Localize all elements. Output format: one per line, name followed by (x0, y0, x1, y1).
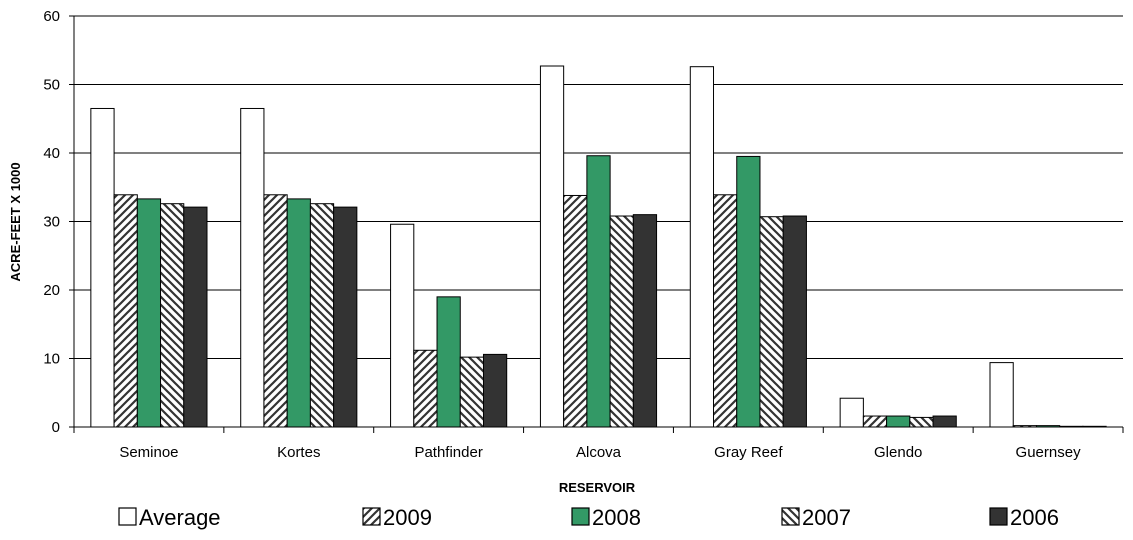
x-axis-title: RESERVOIR (559, 480, 636, 495)
x-tick-label: Gray Reef (714, 444, 783, 461)
bar-2008 (586, 155, 611, 428)
y-tick-label: 40 (43, 145, 60, 162)
axes (69, 15, 1124, 433)
legend-item: Average (118, 505, 221, 530)
bar-2007 (459, 356, 484, 428)
bar-average (839, 397, 864, 428)
bar-2009 (713, 194, 738, 428)
y-tick-label: 60 (43, 8, 60, 25)
legend-item: 2008 (571, 505, 641, 530)
bar-average (90, 107, 115, 428)
legend-label: 2006 (1010, 505, 1059, 530)
bar-2008 (136, 198, 162, 428)
legend-item: 2007 (781, 505, 851, 530)
bar-2007 (909, 416, 934, 428)
bar-2006 (782, 215, 807, 428)
x-tick-label: Guernsey (1016, 444, 1082, 461)
legend: Average 2009 2008 2007 2006 (118, 505, 1059, 530)
bar-2008 (886, 415, 911, 428)
y-tick-label: 0 (52, 419, 60, 436)
bar-2009 (413, 349, 438, 428)
bars (90, 65, 1107, 428)
x-tick-label: Pathfinder (414, 444, 482, 461)
bar-2006 (333, 206, 358, 428)
bar-2007 (759, 216, 784, 428)
bar-average (390, 223, 415, 428)
bar-2008 (736, 155, 761, 428)
x-tick-label: Seminoe (119, 444, 178, 461)
y-tick-label: 10 (43, 351, 60, 368)
bar-average (989, 362, 1014, 428)
legend-label: 2008 (592, 505, 641, 530)
legend-swatch (781, 507, 800, 526)
y-tick-label: 20 (43, 282, 60, 299)
x-tick-label: Kortes (277, 444, 320, 461)
bar-2009 (563, 194, 588, 428)
bar-average (539, 65, 565, 428)
bar-2009 (862, 415, 888, 428)
legend-swatch (362, 507, 381, 526)
x-tick-label: Glendo (874, 444, 922, 461)
bar-2006 (932, 415, 957, 428)
legend-swatch (571, 507, 590, 526)
legend-item: 2009 (362, 505, 432, 530)
y-tick-label: 50 (43, 77, 60, 94)
legend-item: 2006 (989, 505, 1059, 530)
legend-label: 2007 (802, 505, 851, 530)
bar-2006 (632, 214, 658, 428)
bar-average (689, 66, 715, 428)
bar-2009 (113, 194, 138, 428)
bar-2007 (309, 203, 335, 428)
legend-swatch (989, 507, 1008, 526)
bar-2007 (160, 203, 185, 428)
bar-2007 (609, 215, 634, 428)
bar-2006 (183, 206, 208, 428)
tick-labels: 0 10 20 30 40 50 60 Seminoe Kortes Pathfinder Alco… (43, 8, 1081, 461)
legend-swatch (118, 507, 137, 526)
bar-average (240, 107, 265, 428)
bar-2006 (482, 353, 508, 428)
y-axis-title: ACRE-FEET X 1000 (8, 162, 23, 281)
legend-label: 2009 (383, 505, 432, 530)
bar-2009 (263, 194, 288, 428)
y-tick-label: 30 (43, 214, 60, 231)
x-tick-label: Alcova (576, 444, 622, 461)
bar-2008 (436, 296, 461, 428)
bar-2008 (286, 198, 311, 428)
legend-label: Average (139, 505, 221, 530)
